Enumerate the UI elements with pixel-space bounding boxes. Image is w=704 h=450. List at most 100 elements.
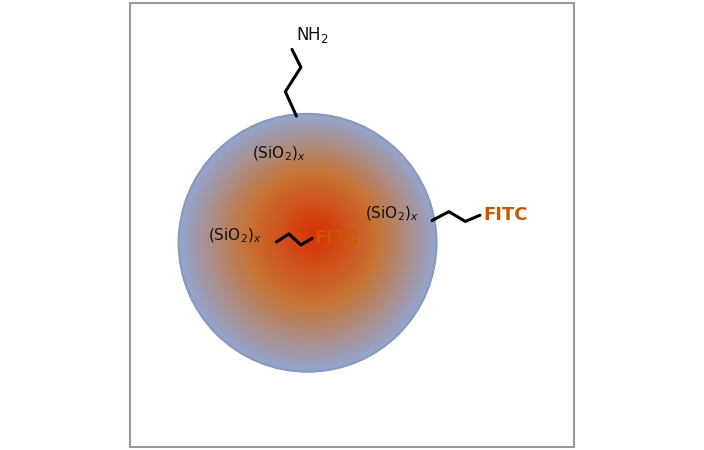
Ellipse shape [189,123,427,361]
Ellipse shape [215,146,404,335]
Ellipse shape [279,201,349,271]
Ellipse shape [302,221,329,248]
Ellipse shape [306,224,326,245]
Ellipse shape [288,209,341,262]
Ellipse shape [244,171,379,306]
Ellipse shape [206,137,413,345]
Ellipse shape [263,187,364,288]
Ellipse shape [290,211,339,261]
Ellipse shape [251,176,374,300]
Ellipse shape [311,229,321,239]
Ellipse shape [303,223,327,247]
Ellipse shape [197,130,420,353]
Ellipse shape [299,219,332,252]
Ellipse shape [315,232,318,236]
Ellipse shape [241,168,382,309]
Ellipse shape [242,169,382,308]
Ellipse shape [239,166,384,311]
Ellipse shape [208,140,411,342]
Ellipse shape [279,202,348,270]
Ellipse shape [315,233,318,235]
Ellipse shape [277,199,351,274]
Ellipse shape [210,142,408,339]
Ellipse shape [269,192,358,282]
Ellipse shape [218,148,403,333]
Ellipse shape [312,230,320,239]
Ellipse shape [212,143,408,338]
Ellipse shape [282,203,347,269]
Ellipse shape [191,124,426,360]
Ellipse shape [221,151,400,329]
Ellipse shape [234,162,389,316]
Ellipse shape [219,149,401,331]
Ellipse shape [257,182,368,293]
Ellipse shape [301,220,330,249]
Ellipse shape [272,195,355,278]
Ellipse shape [180,116,435,370]
Ellipse shape [275,198,353,275]
Ellipse shape [251,177,373,299]
Ellipse shape [194,127,424,357]
Ellipse shape [278,200,350,272]
Ellipse shape [294,214,337,257]
Ellipse shape [285,207,344,265]
Ellipse shape [252,178,372,298]
Ellipse shape [233,161,389,317]
Ellipse shape [291,212,338,259]
Ellipse shape [196,129,421,354]
Ellipse shape [225,155,396,325]
Ellipse shape [213,144,407,338]
Ellipse shape [243,170,380,307]
Ellipse shape [207,139,412,343]
Ellipse shape [245,171,379,306]
Ellipse shape [199,131,419,351]
Ellipse shape [220,150,401,330]
Ellipse shape [203,135,415,348]
Ellipse shape [232,160,390,319]
Ellipse shape [260,184,366,291]
Ellipse shape [209,140,410,342]
Ellipse shape [230,158,392,321]
Ellipse shape [182,117,433,368]
Ellipse shape [281,202,348,270]
Ellipse shape [201,134,417,349]
Ellipse shape [224,153,397,327]
Ellipse shape [309,228,323,241]
Text: FITC: FITC [484,206,528,224]
Ellipse shape [246,173,377,304]
Ellipse shape [184,119,432,366]
Ellipse shape [261,186,365,289]
Ellipse shape [305,224,327,246]
Text: (SiO$_2$)$_x$: (SiO$_2$)$_x$ [252,145,306,163]
Ellipse shape [204,136,414,346]
Ellipse shape [266,190,360,284]
Text: FITC: FITC [314,230,359,248]
Ellipse shape [303,222,329,248]
Ellipse shape [213,144,406,337]
Ellipse shape [272,195,356,279]
Ellipse shape [294,215,336,256]
Ellipse shape [298,218,332,252]
Ellipse shape [240,167,383,310]
Ellipse shape [249,176,375,301]
Ellipse shape [258,183,367,292]
Ellipse shape [189,123,427,360]
Ellipse shape [249,175,376,302]
Ellipse shape [206,138,413,344]
Ellipse shape [297,217,333,253]
Ellipse shape [222,152,399,328]
Ellipse shape [307,226,325,243]
Ellipse shape [182,116,434,369]
Ellipse shape [256,181,369,294]
Ellipse shape [236,163,386,315]
Ellipse shape [248,174,377,303]
Ellipse shape [227,156,394,323]
Ellipse shape [276,199,351,274]
Ellipse shape [237,164,386,314]
Ellipse shape [308,227,324,242]
Ellipse shape [258,184,367,292]
Ellipse shape [230,159,391,320]
Ellipse shape [267,191,360,284]
Ellipse shape [227,156,395,324]
Ellipse shape [239,166,384,312]
